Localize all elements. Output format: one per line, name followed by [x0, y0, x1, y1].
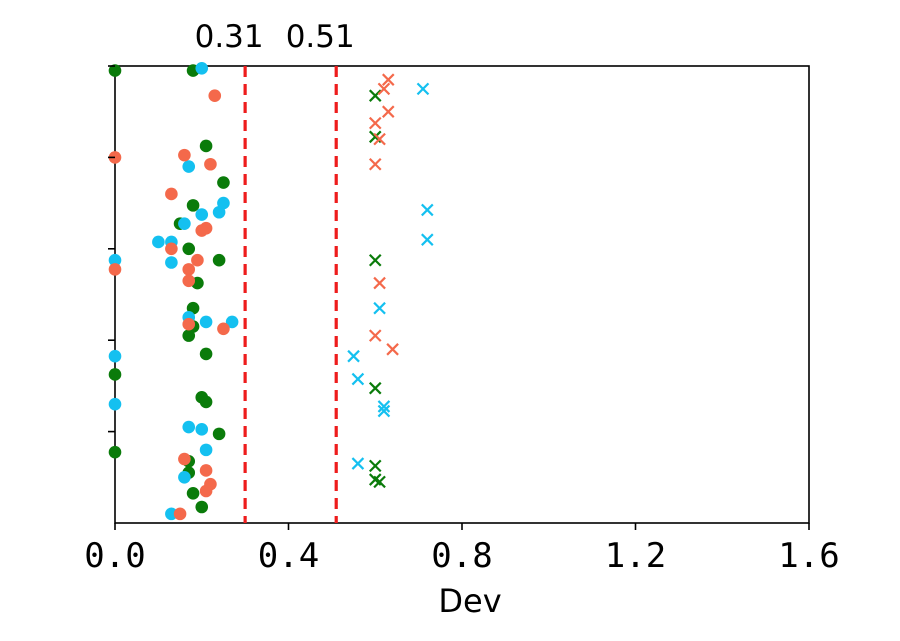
data-point-blue-dot-4	[212, 205, 226, 219]
data-point-green-dot-12	[199, 347, 213, 361]
x-tick-label-1: 0.4	[258, 536, 319, 576]
data-point-red-cross-7	[368, 329, 382, 342]
data-point-blue-cross-0	[416, 82, 430, 96]
data-point-red-dot-11	[182, 274, 196, 288]
data-point-blue-cross-1	[421, 203, 434, 217]
data-point-blue-cross-7	[377, 404, 391, 418]
data-point-green-cross-3	[368, 381, 382, 395]
data-point-red-dot-7	[165, 242, 178, 256]
data-point-blue-dot-15	[182, 420, 196, 434]
data-point-green-cross-0	[368, 89, 382, 102]
x-tick-label-4: 1.6	[778, 536, 839, 576]
data-point-red-dot-10	[182, 263, 196, 276]
data-point-red-dot-0	[208, 89, 222, 103]
x-tick-label-3: 1.2	[605, 536, 666, 576]
data-point-blue-cross-5	[351, 372, 365, 386]
data-point-red-dot-3	[204, 157, 217, 171]
data-point-red-dot-2	[178, 148, 191, 162]
x-axis-label: Dev	[438, 582, 501, 620]
data-point-blue-dot-11	[199, 315, 213, 329]
data-point-blue-dot-12	[225, 315, 239, 329]
data-point-green-dot-6	[182, 242, 196, 256]
data-point-red-dot-15	[199, 464, 213, 477]
data-point-blue-dot-19	[165, 507, 178, 521]
data-point-green-dot-2	[199, 139, 213, 153]
data-point-blue-dot-17	[199, 443, 213, 457]
data-point-green-dot-4	[186, 199, 200, 212]
data-point-red-cross-5	[368, 157, 382, 171]
data-point-blue-dot-13	[108, 349, 122, 363]
data-point-blue-cross-8	[351, 457, 365, 470]
data-point-red-cross-6	[373, 276, 386, 290]
data-point-red-dot-14	[178, 452, 191, 466]
data-point-blue-dot-14	[108, 397, 122, 411]
data-point-red-cross-1	[377, 82, 391, 96]
data-point-green-dot-0	[108, 64, 122, 77]
data-point-red-dot-8	[108, 263, 122, 276]
reference-line-label-1: 0.51	[286, 19, 355, 55]
data-point-green-dot-3	[217, 176, 230, 189]
data-point-blue-dot-8	[108, 253, 122, 267]
data-point-red-cross-3	[368, 116, 382, 130]
data-point-blue-dot-3	[195, 208, 209, 221]
y-axis-ticks	[108, 65, 115, 433]
reference-lines: 0.31 0.51	[195, 19, 355, 523]
data-point-green-dot-13	[108, 368, 122, 381]
data-point-red-cross-2	[381, 105, 395, 118]
data-point-green-dot-21	[195, 500, 209, 514]
data-point-red-dot-17	[199, 484, 213, 498]
data-point-red-dot-6	[195, 224, 209, 237]
data-point-green-dot-16	[212, 427, 226, 441]
data-point-green-cross-4	[368, 459, 382, 473]
data-point-red-dot-18	[173, 507, 187, 521]
data-point-green-dot-7	[212, 253, 226, 267]
data-point-green-dot-20	[186, 486, 200, 500]
reference-line-label-0: 0.31	[195, 19, 264, 55]
data-point-blue-cross-2	[421, 233, 434, 246]
data-point-green-dot-11	[182, 329, 196, 342]
data-point-green-cross-6	[368, 473, 382, 486]
x-tick-label-2: 0.8	[431, 536, 492, 576]
data-point-green-cross-2	[368, 253, 382, 267]
data-point-red-dot-12	[182, 317, 196, 331]
data-point-blue-dot-6	[152, 235, 165, 249]
data-point-blue-dot-18	[178, 471, 191, 484]
data-point-blue-dot-5	[178, 217, 191, 230]
data-point-green-dot-17	[108, 445, 122, 459]
data-point-red-dot-4	[165, 187, 178, 201]
x-axis-ticks: 0.0 0.4 0.8 1.2 1.6	[84, 523, 840, 576]
data-point-red-cross-0	[381, 73, 395, 86]
data-point-green-dot-15	[199, 395, 213, 409]
plot-frame	[114, 65, 810, 524]
data-point-blue-cross-3	[373, 301, 386, 315]
x-tick-label-0: 0.0	[84, 536, 145, 576]
data-point-blue-dot-0	[195, 61, 209, 75]
data-point-red-dot-13	[217, 322, 230, 336]
data-point-blue-cross-4	[347, 349, 360, 363]
data-point-blue-dot-1	[182, 160, 196, 173]
data-point-blue-dot-9	[165, 256, 178, 269]
data-points	[108, 61, 434, 521]
data-point-red-dot-9	[191, 253, 204, 267]
data-point-blue-cross-6	[377, 400, 391, 413]
data-point-red-cross-8	[386, 343, 399, 356]
data-point-blue-dot-16	[195, 423, 209, 436]
data-point-red-cross-4	[373, 132, 386, 146]
